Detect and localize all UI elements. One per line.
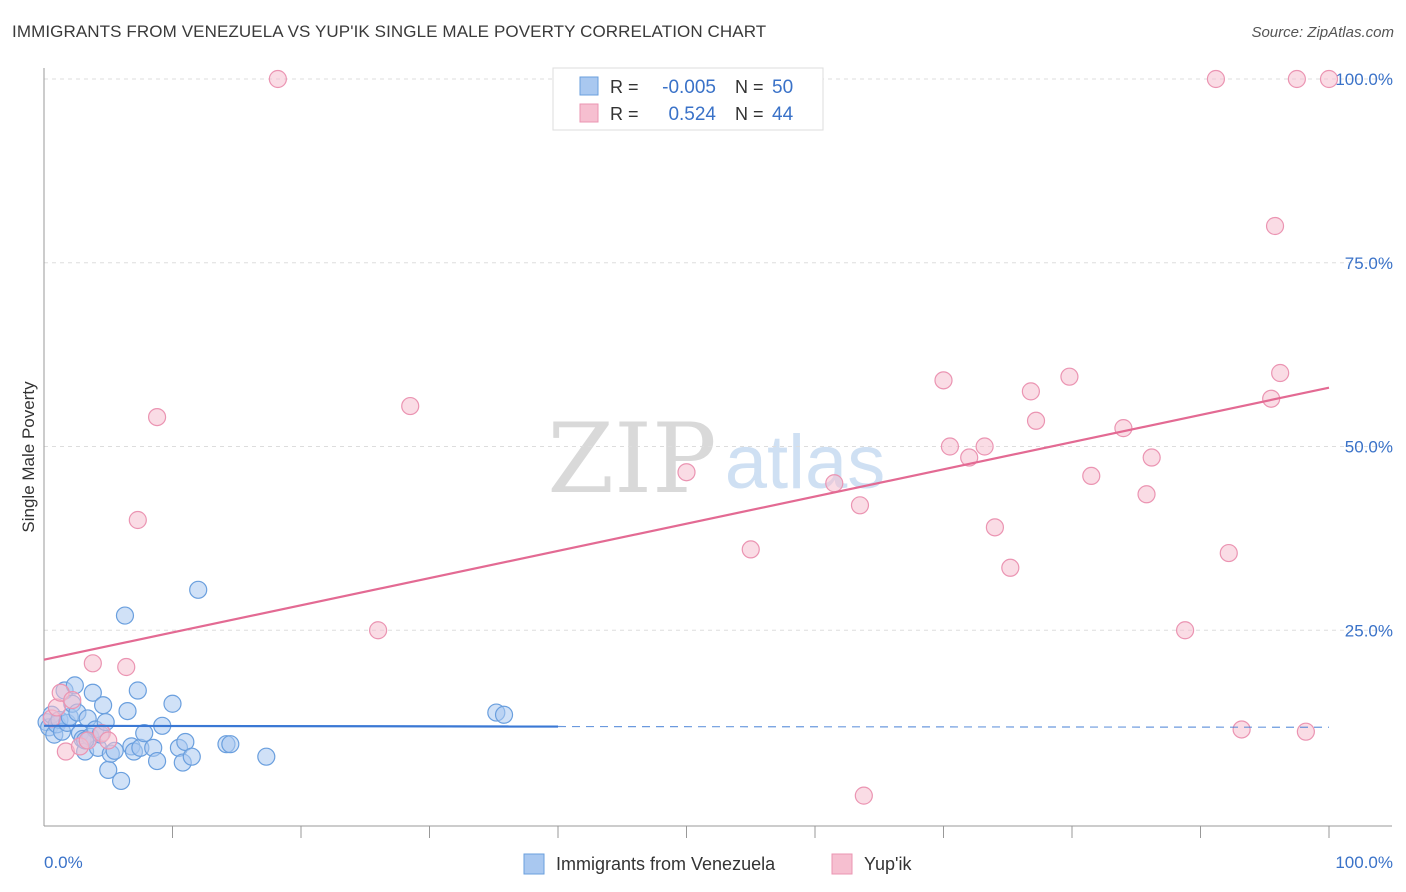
watermark-atlas: atlas xyxy=(725,420,886,505)
point-yupik xyxy=(1082,466,1101,485)
y-axis-title: Single Male Poverty xyxy=(19,381,38,533)
trend-lines xyxy=(43,386,1330,728)
point-yupik xyxy=(850,496,870,515)
point-yupik xyxy=(1232,720,1251,739)
point-yupik xyxy=(975,437,994,456)
point-yupik xyxy=(1001,558,1020,577)
point-venezuela xyxy=(494,705,514,724)
stats-n-value-pink: 44 xyxy=(772,104,794,125)
point-venezuela xyxy=(221,735,240,754)
point-venezuela xyxy=(182,747,201,766)
point-yupik xyxy=(741,540,760,559)
point-yupik xyxy=(1287,69,1306,89)
point-yupik xyxy=(1296,722,1315,741)
y-tick-label: 50.0% xyxy=(1345,438,1393,457)
legend-swatch-venezuela xyxy=(523,853,545,875)
x-tick-label-max: 100.0% xyxy=(1335,853,1393,872)
point-yupik xyxy=(1265,216,1285,236)
point-yupik xyxy=(960,448,979,467)
point-yupik xyxy=(1060,367,1079,386)
stats-r-value-pink: 0.524 xyxy=(668,104,716,125)
point-venezuela xyxy=(115,606,135,625)
point-venezuela xyxy=(118,701,137,721)
point-yupik xyxy=(1319,69,1339,89)
point-yupik xyxy=(825,474,844,493)
trend-line-venezuela xyxy=(43,724,559,728)
stats-r-label-blue: R = xyxy=(610,77,639,97)
point-yupik xyxy=(1114,419,1133,438)
x-ticks xyxy=(172,826,1330,838)
stats-n-label-pink: N = xyxy=(735,104,764,124)
point-yupik xyxy=(1142,448,1161,467)
series-venezuela-points xyxy=(37,580,514,791)
point-yupik xyxy=(401,396,420,416)
trend-line-venezuela-extension xyxy=(557,725,1330,728)
trend-line-yupik xyxy=(43,386,1330,661)
axes xyxy=(43,68,1392,827)
legend-swatch-yupik xyxy=(831,853,853,875)
point-yupik xyxy=(1206,69,1226,89)
stats-legend-swatch-blue xyxy=(579,76,599,96)
point-yupik xyxy=(78,731,97,750)
bottom-legend: Immigrants from Venezuela Yup'ik xyxy=(523,853,912,875)
point-yupik xyxy=(854,786,873,805)
point-yupik xyxy=(63,690,82,710)
source-label: Source: ZipAtlas.com xyxy=(1251,24,1394,41)
point-venezuela xyxy=(111,771,131,791)
point-yupik xyxy=(1271,363,1290,383)
chart-title: IMMIGRANTS FROM VENEZUELA VS YUP'IK SING… xyxy=(12,22,767,41)
point-venezuela xyxy=(189,580,208,599)
point-yupik xyxy=(147,408,167,427)
point-yupik xyxy=(1026,411,1046,430)
point-venezuela xyxy=(94,696,113,715)
point-yupik xyxy=(1021,382,1040,401)
point-yupik xyxy=(1175,621,1195,640)
point-venezuela xyxy=(257,747,276,766)
stats-legend-swatch-pink xyxy=(579,103,599,123)
point-yupik xyxy=(128,510,147,530)
point-yupik xyxy=(1219,543,1238,563)
point-venezuela xyxy=(147,751,167,771)
legend-label-yupik: Yup'ik xyxy=(864,854,912,874)
point-yupik xyxy=(369,621,388,640)
point-venezuela xyxy=(83,683,102,702)
point-yupik xyxy=(117,657,136,677)
gridlines xyxy=(44,78,1392,631)
point-yupik xyxy=(1137,485,1156,504)
stats-n-value-blue: 50 xyxy=(772,77,793,98)
y-tick-labels: 25.0% 50.0% 75.0% 100.0% xyxy=(1335,70,1393,640)
point-yupik xyxy=(934,371,953,390)
stats-legend: R = -0.005 N = 50 R = 0.524 N = 44 xyxy=(552,67,824,131)
x-tick-label-min: 0.0% xyxy=(44,853,83,872)
point-yupik xyxy=(99,731,118,750)
y-tick-label: 100.0% xyxy=(1335,70,1393,89)
point-yupik xyxy=(677,463,696,482)
point-yupik xyxy=(268,69,287,89)
legend-label-venezuela: Immigrants from Venezuela xyxy=(556,854,776,874)
point-venezuela xyxy=(128,681,147,700)
stats-r-value-blue: -0.005 xyxy=(662,77,716,98)
y-tick-label: 75.0% xyxy=(1345,254,1393,273)
point-yupik xyxy=(985,518,1005,537)
point-yupik xyxy=(83,654,102,673)
point-venezuela xyxy=(135,724,154,743)
point-yupik xyxy=(940,437,960,456)
watermark-zip: ZIP xyxy=(547,403,716,515)
y-tick-label: 25.0% xyxy=(1345,621,1393,640)
stats-n-label-blue: N = xyxy=(735,77,764,97)
stats-r-label-pink: R = xyxy=(610,104,639,124)
point-venezuela xyxy=(163,694,182,713)
